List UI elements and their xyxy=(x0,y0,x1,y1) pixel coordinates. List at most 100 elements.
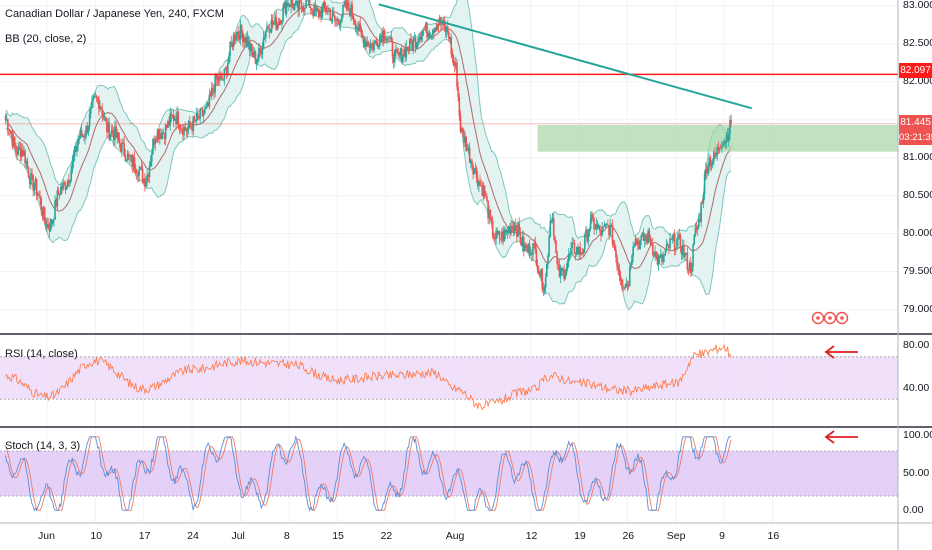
candle-body xyxy=(273,22,275,25)
candle-body xyxy=(294,1,297,5)
candle-body xyxy=(64,182,67,190)
event-dot-icon xyxy=(828,316,832,320)
candle-body xyxy=(708,157,711,167)
event-circle-icon xyxy=(811,311,825,325)
candle-body xyxy=(693,235,696,245)
candle-body xyxy=(716,146,719,155)
candle-body xyxy=(497,231,500,235)
pane-separators[interactable] xyxy=(0,333,932,428)
candle-body xyxy=(516,230,518,237)
candle-body xyxy=(183,126,185,136)
candle-body xyxy=(271,19,274,25)
candle-body xyxy=(125,160,128,162)
candle-body xyxy=(106,120,108,133)
candle-body xyxy=(473,169,476,175)
candle-body xyxy=(32,175,34,191)
candle-body xyxy=(404,49,406,58)
candle-body xyxy=(174,118,176,121)
candle-body xyxy=(581,252,584,254)
candle-body xyxy=(198,115,200,119)
candle-body xyxy=(319,10,321,17)
candle-body xyxy=(546,263,548,277)
candle-body xyxy=(331,12,334,19)
candle-body xyxy=(421,30,424,36)
candle-body xyxy=(494,238,496,240)
candle-body xyxy=(297,0,299,11)
candle-body xyxy=(139,166,142,170)
rsi-pane[interactable] xyxy=(0,343,898,411)
candle-body xyxy=(464,136,466,143)
candle-body xyxy=(49,219,52,232)
price-tick-label: 83.000 xyxy=(903,0,932,11)
rsi-line xyxy=(5,343,732,411)
candle-body xyxy=(292,4,295,10)
candle-body xyxy=(709,157,712,167)
candle-body xyxy=(620,280,623,285)
candle-body xyxy=(565,267,568,275)
candle-body xyxy=(405,46,408,58)
candle-body xyxy=(365,40,367,47)
stochastic-pane[interactable] xyxy=(0,430,898,512)
candle-body xyxy=(602,226,605,228)
candle-body xyxy=(502,231,504,242)
candle-body xyxy=(5,119,8,121)
candle-body xyxy=(144,178,146,187)
candle-body xyxy=(490,218,493,221)
candle-body xyxy=(252,51,254,58)
candle-body xyxy=(225,67,228,74)
candle-body xyxy=(230,42,233,43)
countdown-tag: 03:21:35 xyxy=(899,130,932,145)
candle-body xyxy=(163,133,166,139)
candle-body xyxy=(372,43,374,50)
candle-body xyxy=(478,181,480,186)
candle-body xyxy=(142,178,145,183)
candle-body xyxy=(85,125,87,137)
bollinger-upper-band xyxy=(5,0,732,240)
candle-body xyxy=(332,12,335,16)
candle-body xyxy=(134,169,137,173)
candle-body xyxy=(278,20,281,26)
price-tick-label: 79.000 xyxy=(903,302,932,315)
candle-body xyxy=(244,37,246,43)
tradingview-replay-icon xyxy=(811,311,849,325)
candle-body xyxy=(51,219,54,224)
candle-body xyxy=(215,74,218,80)
candle-body xyxy=(270,19,273,32)
candle-body xyxy=(685,252,687,254)
candle-body xyxy=(597,225,600,229)
candle-body xyxy=(26,161,29,168)
candle-body xyxy=(430,34,433,36)
candle-body xyxy=(205,106,207,109)
candle-body xyxy=(56,190,59,207)
candle-body xyxy=(577,246,579,255)
candle-body xyxy=(322,1,325,7)
rsi-arrow-annotation[interactable] xyxy=(824,345,858,359)
candle-body xyxy=(400,48,403,62)
candle-body xyxy=(390,36,393,42)
candle-body xyxy=(623,287,625,289)
candle-body xyxy=(209,94,212,97)
candle-body xyxy=(609,225,611,236)
candle-body xyxy=(589,218,592,230)
candle-body xyxy=(607,224,609,226)
candle-body xyxy=(291,0,294,5)
candle-body xyxy=(380,34,382,36)
candle-body xyxy=(367,41,370,46)
candle-body xyxy=(110,130,113,134)
candle-body xyxy=(415,42,418,49)
candle-body xyxy=(19,147,22,157)
candle-body xyxy=(38,194,40,197)
candle-body xyxy=(240,24,243,33)
bollinger-lower-band xyxy=(5,12,732,311)
candle-body xyxy=(157,129,160,139)
stochastic-arrow-annotation[interactable] xyxy=(824,430,858,444)
candle-body xyxy=(229,42,231,57)
candle-body xyxy=(329,11,332,21)
candle-body xyxy=(603,224,606,228)
rsi-tick-label: 40.00 xyxy=(903,381,930,394)
candle-body xyxy=(398,53,401,56)
candle-body xyxy=(611,225,614,245)
trend-line[interactable] xyxy=(378,3,753,110)
price-pane[interactable] xyxy=(0,0,898,325)
